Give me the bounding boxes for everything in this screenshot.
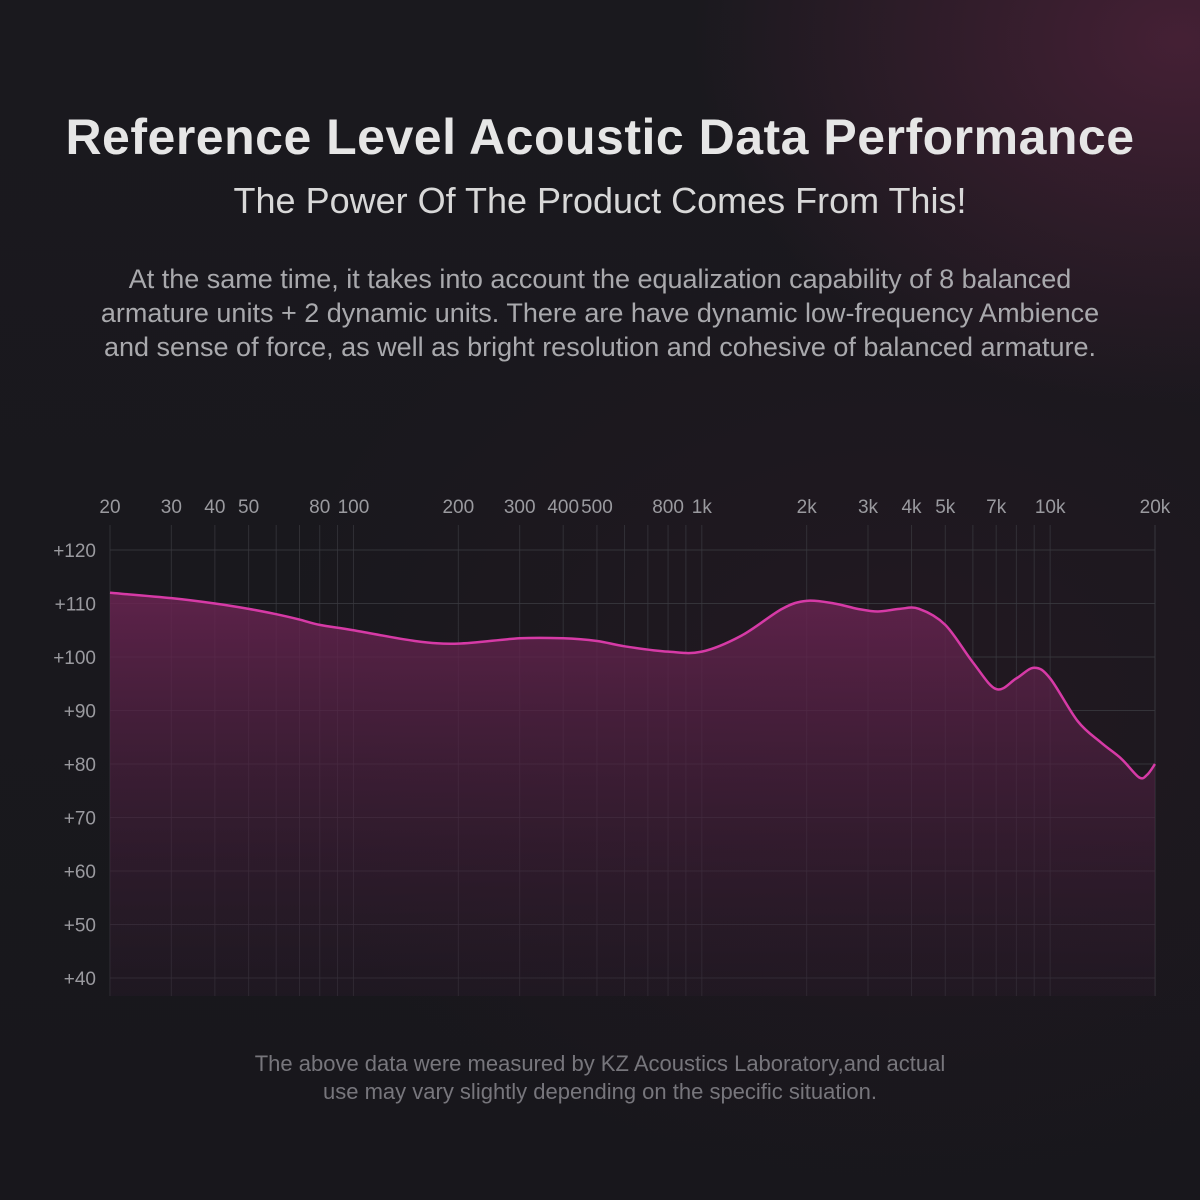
x-tick-label: 20 [99, 497, 120, 518]
x-tick-label: 100 [338, 497, 370, 518]
x-tick-label: 30 [161, 497, 182, 518]
footnote: The above data were measured by KZ Acous… [0, 1050, 1200, 1106]
description: At the same time, it takes into account … [90, 262, 1110, 364]
footnote-line: The above data were measured by KZ Acous… [254, 1051, 946, 1076]
x-tick-label: 300 [504, 497, 536, 518]
x-tick-label: 20k [1140, 497, 1171, 518]
y-tick-label: +80 [64, 755, 96, 776]
x-tick-label: 10k [1035, 497, 1066, 518]
y-tick-label: +110 [55, 595, 96, 616]
x-tick-label: 800 [652, 497, 684, 518]
x-tick-label: 3k [858, 497, 879, 518]
x-tick-label: 80 [309, 497, 330, 518]
frequency-response-chart: 20 30 40 50 80 100 200 300 400 500 800 1k 2k 3k 4k 5k 7k… [53, 497, 1171, 996]
response-area [110, 592, 1155, 996]
x-tick-label: 4k [901, 497, 922, 518]
x-tick-label: 200 [442, 497, 474, 518]
y-tick-label: +100 [53, 648, 96, 669]
x-tick-label: 50 [238, 497, 259, 518]
description-line: and sense of force, as well as bright re… [103, 332, 1097, 362]
x-tick-label: 5k [935, 497, 956, 518]
description-line: At the same time, it takes into account … [128, 264, 1072, 294]
x-tick-label: 400 [547, 497, 579, 518]
description-line: armature units + 2 dynamic units. There … [100, 298, 1100, 328]
response-curve [109, 591, 1157, 780]
x-tick-label: 500 [581, 497, 613, 518]
x-tick-label: 1k [692, 497, 713, 518]
y-tick-label: +120 [53, 541, 96, 562]
y-tick-label: +50 [64, 916, 96, 937]
x-tick-label: 7k [986, 497, 1007, 518]
y-tick-label: +60 [64, 862, 96, 883]
x-tick-label: 2k [797, 497, 818, 518]
y-tick-label: +70 [64, 809, 96, 830]
footnote-line: use may vary slightly depending on the s… [323, 1079, 877, 1104]
y-tick-label: +40 [64, 969, 96, 990]
page-subtitle: The Power Of The Product Comes From This… [233, 180, 967, 221]
x-tick-label: 40 [204, 497, 225, 518]
y-tick-label: +90 [64, 702, 96, 723]
page-title: Reference Level Acoustic Data Performanc… [65, 109, 1135, 165]
